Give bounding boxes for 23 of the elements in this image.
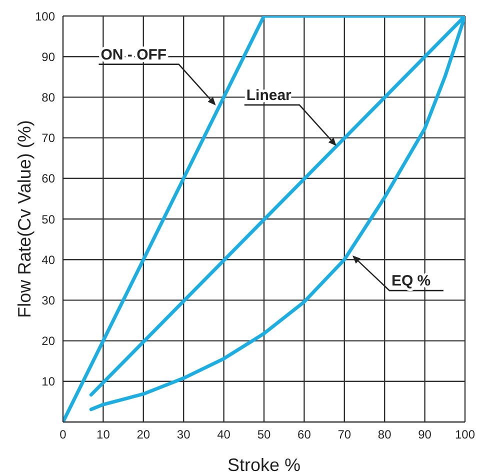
x-tick-label: 90 <box>418 428 432 442</box>
x-tick-label: 70 <box>338 428 352 442</box>
x-tick-label: 80 <box>378 428 392 442</box>
y-tick-label: 30 <box>42 293 56 308</box>
y-tick-label: 40 <box>42 252 56 267</box>
y-tick-label: 80 <box>42 90 56 104</box>
x-tick-label: 30 <box>176 428 191 442</box>
y-tick-label: 50 <box>42 212 56 226</box>
x-tick-label: 10 <box>96 428 110 442</box>
x-tick-label: 20 <box>136 428 150 442</box>
y-tick-label: 20 <box>42 334 56 348</box>
x-tick-label: 40 <box>217 428 231 442</box>
y-axis-title: Flow Rate(Cv Value) (%) <box>14 120 34 318</box>
y-tick-label: 70 <box>42 131 56 146</box>
x-tick-label: 60 <box>298 428 312 442</box>
x-axis-title: Stroke % <box>227 455 301 473</box>
y-tick-label: 100 <box>34 9 56 24</box>
x-tick-label: 50 <box>257 428 271 442</box>
x-tick-label: 0 <box>60 428 67 442</box>
y-tick-label: 60 <box>42 172 56 186</box>
x-tick-label: 100 <box>454 428 476 442</box>
y-tick-label: 10 <box>42 374 56 389</box>
y-tick-label: 90 <box>42 50 56 64</box>
